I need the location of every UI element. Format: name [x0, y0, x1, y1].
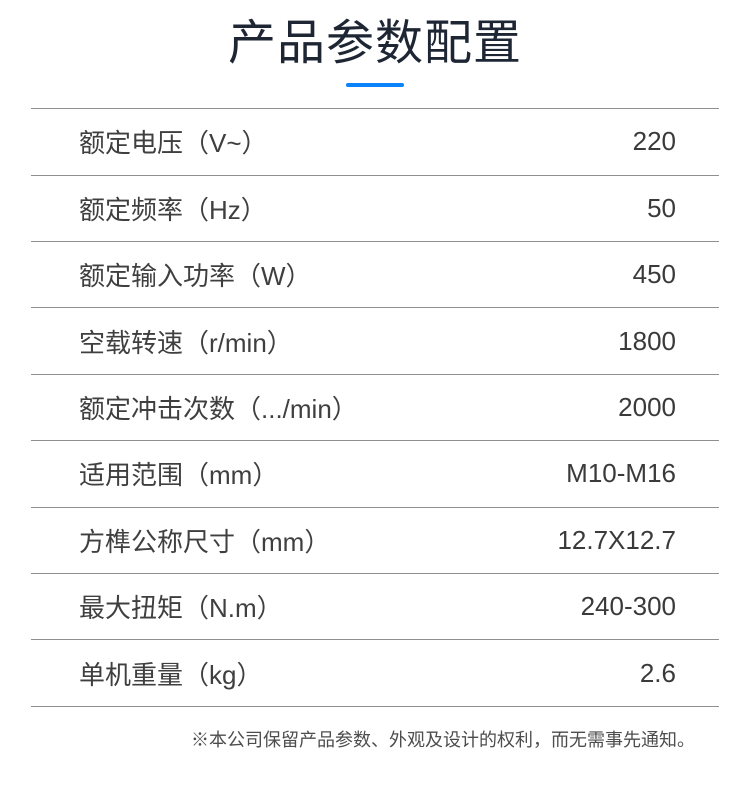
- spec-parameter-value: 2000: [618, 391, 676, 422]
- spec-parameter-label: 单机重量（kg）: [79, 659, 263, 690]
- spec-parameter-value: 1800: [618, 325, 676, 356]
- spec-table-row: 额定冲击次数（.../min） 2000: [31, 375, 719, 442]
- spec-parameter-value: M10-M16: [566, 458, 676, 489]
- spec-table-row: 额定输入功率（W） 450: [31, 242, 719, 309]
- spec-table-row: 额定频率（Hz） 50: [31, 176, 719, 242]
- spec-parameter-label: 方榫公称尺寸（mm）: [79, 526, 331, 557]
- spec-parameter-value: 2.6: [639, 657, 676, 688]
- spec-parameter-label: 额定电压（V~）: [79, 128, 268, 159]
- spec-parameter-label: 额定频率（Hz）: [79, 194, 267, 225]
- spec-parameter-value: 240-300: [580, 591, 676, 622]
- spec-parameter-label: 最大扭矩（N.m）: [79, 593, 283, 624]
- spec-parameter-value: 450: [632, 259, 676, 290]
- spec-parameter-value: 12.7X12.7: [557, 524, 676, 555]
- spec-table-row: 适用范围（mm） M10-M16: [31, 441, 719, 508]
- spec-table-row: 额定电压（V~） 220: [31, 109, 719, 176]
- spec-table-row: 最大扭矩（N.m） 240-300: [31, 574, 719, 641]
- spec-parameter-label: 额定冲击次数（.../min）: [79, 393, 358, 424]
- spec-table-row: 方榫公称尺寸（mm） 12.7X12.7: [31, 508, 719, 574]
- spec-parameter-label: 适用范围（mm）: [79, 460, 279, 491]
- title-accent-underline: [346, 83, 404, 88]
- spec-parameter-label: 额定输入功率（W）: [79, 261, 312, 292]
- spec-parameter-value: 220: [632, 126, 676, 157]
- spec-table-row: 单机重量（kg） 2.6: [31, 640, 719, 707]
- spec-parameter-value: 50: [647, 192, 676, 223]
- spec-parameter-label: 空载转速（r/min）: [79, 327, 293, 358]
- spec-table-row: 空载转速（r/min） 1800: [31, 308, 719, 375]
- page-title: 产品参数配置: [227, 17, 522, 70]
- spec-table: 额定电压（V~） 220 额定频率（Hz） 50 额定输入功率（W） 450 空…: [31, 108, 719, 707]
- disclaimer-note: ※本公司保留产品参数、外观及设计的权利，而无需事先通知。: [191, 729, 695, 750]
